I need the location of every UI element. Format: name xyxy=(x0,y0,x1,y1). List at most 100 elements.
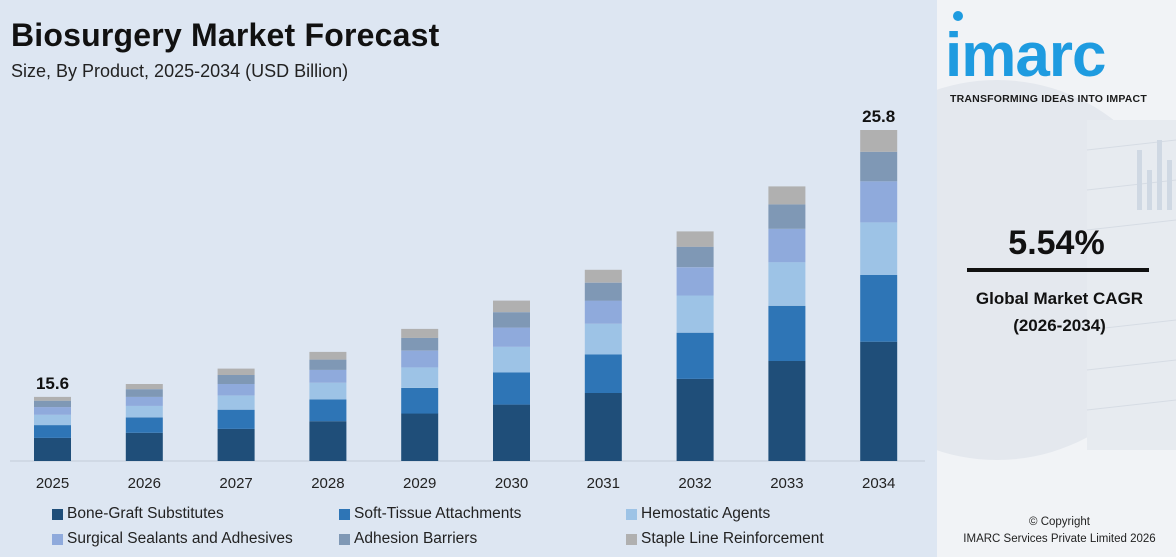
legend-swatch xyxy=(626,508,637,520)
bar-segment-2025-s4 xyxy=(34,400,71,408)
legend-label: Surgical Sealants and Adhesives xyxy=(67,530,293,547)
legend-swatch xyxy=(626,533,637,545)
bar-segment-2034-s1 xyxy=(860,275,898,342)
bar-segment-2027-s0 xyxy=(217,428,255,461)
bar-segment-2026-s3 xyxy=(125,396,163,406)
bar-segment-2031-s4 xyxy=(584,282,622,301)
bar-segment-2034-s5 xyxy=(860,130,898,152)
bar-segment-2030-s4 xyxy=(493,312,530,328)
bar-segment-2033-s3 xyxy=(768,228,806,263)
legend-swatch xyxy=(52,533,63,545)
bar-segment-2026-s5 xyxy=(125,384,163,390)
cagr-label-line1: Global Market CAGR xyxy=(975,289,1144,308)
x-tick-label-2033: 2033 xyxy=(770,475,803,492)
bar-segment-2027-s1 xyxy=(217,409,255,429)
bar-segment-2034-s2 xyxy=(860,222,898,275)
bar-segment-2025-s3 xyxy=(34,407,71,415)
legend-swatch xyxy=(52,508,63,520)
bar-segment-2033-s2 xyxy=(768,262,806,306)
bar-segment-2028-s1 xyxy=(309,399,347,422)
x-tick-label-2027: 2027 xyxy=(219,475,252,492)
bar-segment-2028-s3 xyxy=(309,369,347,383)
bar-segment-2032-s3 xyxy=(676,267,714,296)
bar-segment-2031-s3 xyxy=(584,300,622,324)
x-tick-label-2032: 2032 xyxy=(678,475,711,492)
bar-segment-2030-s2 xyxy=(493,346,530,373)
bar-segment-2027-s4 xyxy=(217,375,255,384)
x-tick-label-2026: 2026 xyxy=(128,475,161,492)
bar-segment-2029-s1 xyxy=(401,387,439,414)
x-tick-label-2031: 2031 xyxy=(587,475,620,492)
bar-segment-2026-s4 xyxy=(125,389,163,397)
copyright-line1: © Copyright xyxy=(1029,516,1090,528)
labels-layer: 2025 2026 2027 2028 2029 2030 2031 2032 2033 2034… xyxy=(36,107,896,492)
x-tick-label-2034: 2034 xyxy=(862,475,895,492)
bar-segment-2028-s2 xyxy=(309,382,347,400)
bar-segment-2034-s3 xyxy=(860,181,898,223)
cagr-label: Global Market CAGR (2026-2034) xyxy=(937,285,1176,339)
total-label-2034: 25.8 xyxy=(862,107,895,126)
bar-segment-2032-s0 xyxy=(676,378,714,461)
legend-label: Staple Line Reinforcement xyxy=(641,530,824,547)
cagr-label-line2: (2026-2034) xyxy=(1013,316,1106,335)
bar-segment-2026-s2 xyxy=(125,405,163,418)
bar-segment-2032-s1 xyxy=(676,332,714,379)
bar-segment-2033-s0 xyxy=(768,360,806,461)
bar-segment-2025-s2 xyxy=(34,414,71,426)
bar-segment-2025-s1 xyxy=(34,425,71,438)
cagr-divider xyxy=(967,268,1149,272)
legend-label: Adhesion Barriers xyxy=(354,530,478,547)
copyright: © Copyright IMARC Services Private Limit… xyxy=(937,514,1176,548)
imarc-logo: imarc xyxy=(945,21,1106,90)
stacked-bar-chart: 2025 2026 2027 2028 2029 2030 2031 2032 2033 2034… xyxy=(10,107,925,492)
bar-segment-2030-s5 xyxy=(493,300,530,313)
bar-segment-2025-s5 xyxy=(34,396,71,401)
bar-segment-2029-s4 xyxy=(401,337,439,351)
bar-segment-2030-s1 xyxy=(493,372,530,405)
chart-subtitle: Size, By Product, 2025-2034 (USD Billion… xyxy=(11,61,349,81)
logo-tagline: TRANSFORMING IDEAS INTO IMPACT xyxy=(950,93,1147,105)
bar-segment-2027-s2 xyxy=(217,395,255,410)
bar-segment-2032-s4 xyxy=(676,246,714,268)
legend-item-4: Adhesion Barriers xyxy=(339,530,477,548)
chart-panel: Biosurgery Market Forecast Size, By Prod… xyxy=(0,0,937,557)
legend-item-2: Hemostatic Agents xyxy=(626,505,770,523)
chart-title: Biosurgery Market Forecast xyxy=(11,17,440,53)
bar-segment-2029-s3 xyxy=(401,350,439,368)
logo-dot xyxy=(953,11,963,21)
legend-label: Hemostatic Agents xyxy=(641,505,771,522)
legend: Bone-Graft Substitutes Soft-Tissue Attach… xyxy=(52,505,932,557)
total-label-2025: 15.6 xyxy=(36,374,69,393)
bar-segment-2028-s0 xyxy=(309,421,347,461)
bar-segment-2029-s2 xyxy=(401,367,439,388)
bar-segment-2031-s0 xyxy=(584,393,622,461)
bar-segment-2033-s4 xyxy=(768,204,806,229)
legend-label: Bone-Graft Substitutes xyxy=(67,505,224,522)
bar-segment-2026-s0 xyxy=(125,432,163,461)
bars-layer xyxy=(34,130,898,461)
bar-segment-2028-s5 xyxy=(309,351,347,360)
bar-segment-2025-s0 xyxy=(34,437,71,461)
bar-segment-2029-s0 xyxy=(401,413,439,461)
bar-segment-2033-s5 xyxy=(768,186,806,205)
bar-segment-2028-s4 xyxy=(309,359,347,370)
bar-segment-2034-s0 xyxy=(860,341,898,461)
bar-segment-2033-s1 xyxy=(768,305,806,361)
bar-segment-2027-s3 xyxy=(217,384,255,396)
legend-item-1: Soft-Tissue Attachments xyxy=(339,505,521,523)
bar-segment-2031-s5 xyxy=(584,269,622,283)
x-tick-label-2030: 2030 xyxy=(495,475,528,492)
copyright-line2: IMARC Services Private Limited 2026 xyxy=(963,533,1156,545)
x-tick-label-2025: 2025 xyxy=(36,475,69,492)
cagr-value: 5.54% xyxy=(1008,224,1105,262)
bar-segment-2030-s3 xyxy=(493,327,530,347)
legend-swatch xyxy=(339,508,350,520)
bar-segment-2031-s1 xyxy=(584,354,622,393)
legend-item-0: Bone-Graft Substitutes xyxy=(52,505,224,523)
bar-segment-2026-s1 xyxy=(125,417,163,433)
legend-item-3: Surgical Sealants and Adhesives xyxy=(52,530,293,548)
bar-segment-2031-s2 xyxy=(584,323,622,355)
bar-segment-2030-s0 xyxy=(493,404,530,461)
x-tick-label-2028: 2028 xyxy=(311,475,344,492)
x-tick-label-2029: 2029 xyxy=(403,475,436,492)
